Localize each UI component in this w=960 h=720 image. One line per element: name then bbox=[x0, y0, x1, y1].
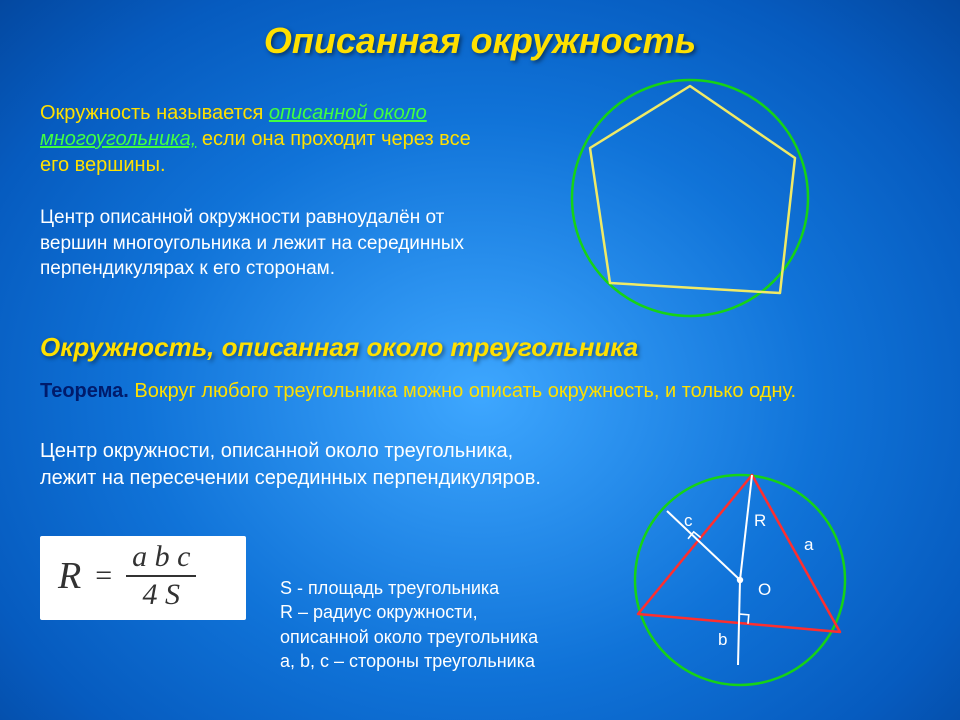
theorem-label: Теорема. bbox=[40, 380, 129, 402]
label-O: O bbox=[758, 580, 771, 599]
legend-line-4: a, b, c – стороны треугольника bbox=[280, 649, 610, 673]
pentagon-diagram bbox=[540, 68, 840, 328]
definition-circumscribed: Окружность называется описанной около мн… bbox=[40, 100, 480, 178]
slide-title: Описанная окружность bbox=[0, 20, 960, 62]
explanation-center-polygon: Центр описанной окружности равноудалён о… bbox=[40, 205, 500, 282]
triangle-diagram: a b c R O bbox=[600, 460, 880, 710]
formula-fraction: a b c 4 S bbox=[126, 542, 196, 610]
formula-equals: = bbox=[95, 559, 112, 593]
radius-R bbox=[740, 475, 752, 580]
slide-root: Описанная окружность Окружность называет… bbox=[0, 0, 960, 720]
legend-line-1: S - площадь треугольника bbox=[280, 576, 610, 600]
pentagon-circle bbox=[572, 80, 808, 316]
label-a: a bbox=[804, 535, 814, 554]
legend-line-3: описанной около треугольника bbox=[280, 625, 610, 649]
label-c: c bbox=[684, 511, 693, 530]
def1-pre: Окружность называется bbox=[40, 102, 269, 124]
center-point bbox=[737, 577, 743, 583]
theorem: Теорема. Вокруг любого треугольника можн… bbox=[40, 378, 840, 405]
theorem-statement: Вокруг любого треугольника можно описать… bbox=[129, 380, 796, 402]
legend-line-2: R – радиус окружности, bbox=[280, 600, 610, 624]
legend: S - площадь треугольника R – радиус окру… bbox=[280, 576, 610, 673]
formula-R: R bbox=[58, 554, 81, 598]
formula-numerator: a b c bbox=[126, 542, 196, 577]
subheading-triangle: Окружность, описанная около треугольника bbox=[40, 332, 638, 363]
perp-bisector-b bbox=[738, 580, 740, 665]
explanation-center-triangle: Центр окружности, описанной около треуго… bbox=[40, 438, 560, 492]
formula-eq: R = a b c 4 S bbox=[58, 542, 228, 610]
formula-denominator: 4 S bbox=[143, 577, 181, 610]
formula-block: R = a b c 4 S bbox=[40, 536, 246, 620]
label-R: R bbox=[754, 511, 766, 530]
pentagon-shape bbox=[590, 86, 795, 293]
label-b: b bbox=[718, 630, 727, 649]
perp-bisector-c bbox=[667, 511, 740, 580]
